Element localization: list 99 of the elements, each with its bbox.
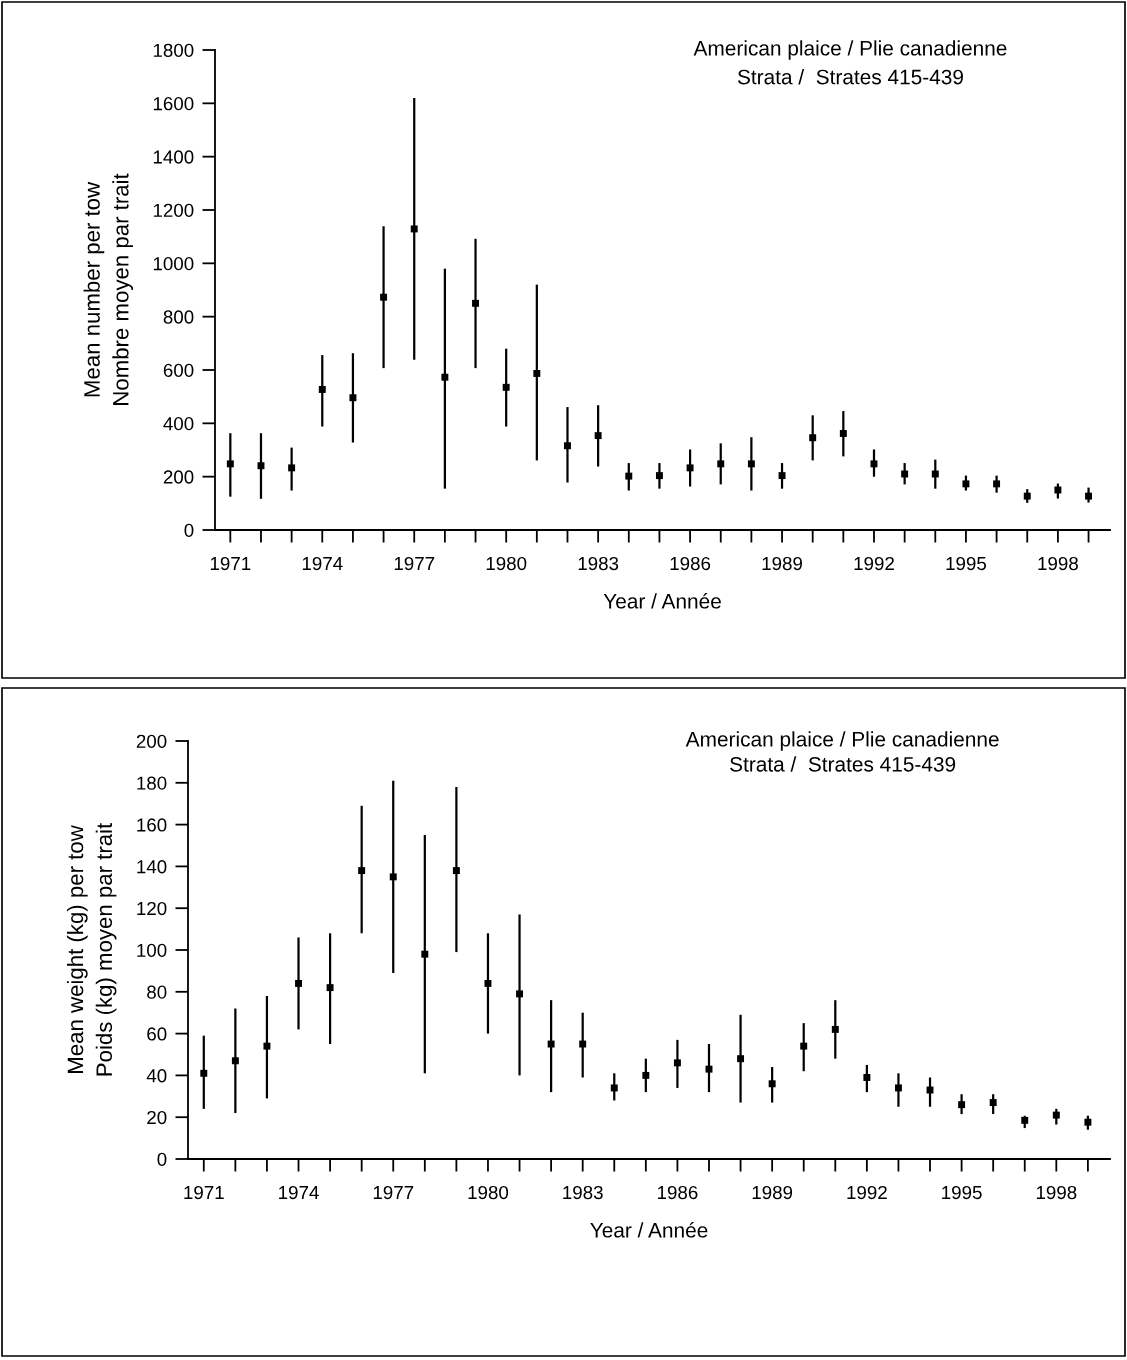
point: [533, 369, 541, 377]
x-axis-title: Year / Année: [590, 1222, 708, 1238]
x-tick-label: 1989: [752, 1185, 793, 1200]
y-tick-label: 140: [137, 860, 167, 874]
point: [441, 373, 449, 381]
point: [421, 950, 429, 958]
point: [318, 385, 326, 393]
x-tick-label: 1977: [373, 1185, 414, 1200]
y-tick-label: 200: [163, 470, 194, 484]
point: [800, 1042, 808, 1050]
point: [380, 293, 388, 301]
y-tick-label: 120: [137, 901, 167, 916]
point: [962, 480, 970, 488]
point: [226, 460, 234, 468]
point: [472, 299, 479, 307]
x-tick-label: 1971: [210, 556, 251, 571]
point: [231, 1057, 239, 1065]
point: [484, 979, 492, 987]
text: Strata / Strates 415-439: [737, 69, 963, 85]
x-tick-label: 1989: [762, 556, 803, 571]
point: [958, 1101, 966, 1109]
point: [989, 1099, 997, 1107]
x-tick-label: 1995: [946, 556, 987, 571]
point: [1084, 1118, 1092, 1126]
y-tick-label: 40: [146, 1069, 167, 1083]
point: [717, 460, 725, 468]
x-tick-label: 1995: [942, 1185, 982, 1200]
point: [863, 1074, 871, 1081]
y-tick-label: 600: [163, 363, 194, 377]
point: [673, 1059, 681, 1067]
x-tick-label: 1980: [468, 1185, 509, 1200]
point: [642, 1071, 650, 1079]
y-tick-label: 800: [163, 310, 194, 324]
point: [295, 979, 302, 987]
y-tick-label: 0: [157, 1152, 167, 1166]
x-tick-label: 1977: [394, 556, 435, 571]
x-tick-label: 1992: [847, 1185, 887, 1200]
x-tick-label: 1983: [563, 1185, 603, 1200]
point: [594, 432, 602, 440]
point: [263, 1042, 271, 1050]
point: [579, 1040, 587, 1048]
y-axis-title: Mean number per tow Nombre moyen par trait: [83, 173, 134, 405]
y-tick-label: 20: [147, 1110, 167, 1125]
x-tick-label: 1998: [1038, 556, 1078, 571]
point: [564, 442, 571, 450]
y-axis-title: Mean weight (kg) per tow Poids (kg) moyen par trait: [66, 822, 117, 1076]
x-tick-label: 1971: [184, 1185, 224, 1200]
point: [547, 1040, 555, 1048]
point: [778, 472, 786, 480]
x-tick-label: 1974: [302, 556, 343, 571]
y-tick-label: 1400: [153, 150, 194, 164]
x-tick-label: 1974: [279, 1185, 319, 1200]
y-tick-label: 80: [147, 985, 167, 999]
x-tick-label: 1980: [486, 556, 527, 571]
text: Strata / Strates 415-439: [730, 756, 956, 772]
y-tick-label: 1200: [153, 203, 194, 217]
point: [655, 472, 663, 480]
point: [200, 1069, 208, 1077]
x-tick-label: 1986: [670, 556, 711, 571]
y-tick-label: 160: [137, 818, 167, 832]
point: [410, 225, 418, 233]
point: [768, 1080, 776, 1088]
y-tick-label: 1600: [153, 97, 194, 111]
point: [993, 480, 1001, 488]
point: [1021, 1116, 1029, 1124]
x-tick-label: 1983: [578, 556, 619, 571]
point: [288, 464, 296, 472]
chart-title: American plaice / Plie canadienne: [685, 731, 999, 751]
point: [502, 383, 510, 391]
point: [516, 990, 524, 998]
y-tick-label: 200: [136, 734, 167, 748]
point: [686, 464, 694, 472]
point: [831, 1025, 839, 1033]
x-tick-label: 1998: [1036, 1185, 1077, 1200]
point: [737, 1055, 745, 1063]
point: [326, 984, 334, 992]
y-tick-label: 100: [137, 943, 167, 957]
point: [625, 472, 633, 480]
point: [358, 867, 366, 875]
y-tick-label: 60: [147, 1027, 167, 1041]
point: [349, 394, 357, 402]
point: [610, 1084, 618, 1092]
y-tick-label: 1800: [153, 43, 194, 57]
y-tick-label: 0: [184, 523, 194, 537]
point: [1085, 492, 1093, 500]
point: [809, 434, 817, 442]
x-tick-label: 1986: [657, 1185, 698, 1200]
y-tick-label: 1000: [153, 257, 194, 271]
point: [839, 429, 847, 437]
point: [747, 460, 755, 468]
point: [1052, 1111, 1060, 1119]
y-tick-label: 180: [137, 776, 167, 790]
point: [452, 867, 460, 875]
chart-title: American plaice / Plie canadienne: [693, 40, 1007, 60]
y-tick-label: 400: [163, 417, 194, 431]
x-tick-label: 1992: [854, 556, 894, 571]
x-axis-title: Year / Année: [603, 593, 721, 609]
point: [389, 873, 397, 881]
point: [894, 1084, 902, 1092]
